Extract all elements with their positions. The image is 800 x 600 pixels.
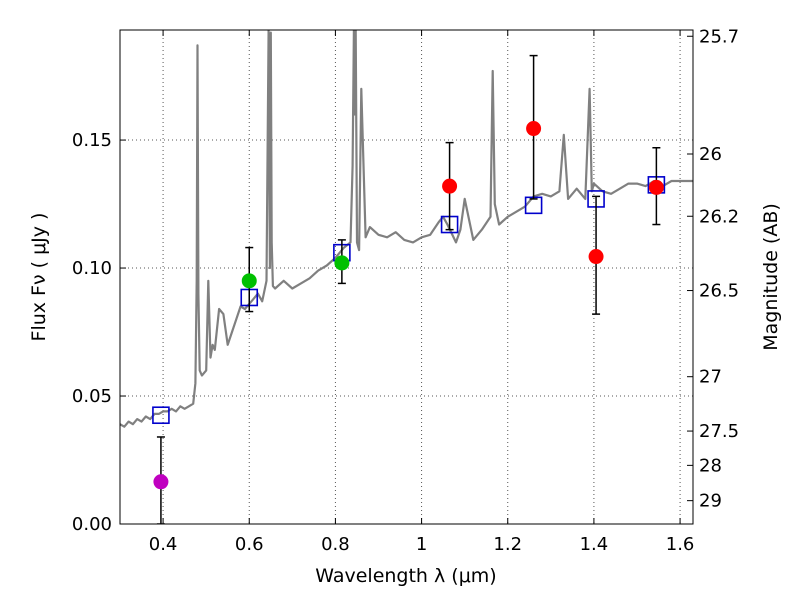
axes-frame	[119, 29, 694, 525]
observed-point	[334, 255, 350, 271]
observed-point	[526, 121, 542, 137]
spectrum-line	[120, 30, 693, 428]
x-tick-label: 1.6	[666, 534, 695, 555]
y-tick-label: 0.10	[72, 258, 112, 279]
x-axis-label: Wavelength λ (μm)	[315, 565, 496, 587]
x-tick-label: 0.8	[321, 534, 350, 555]
observed-point	[153, 474, 169, 490]
right-tick-label: 26.2	[699, 206, 739, 227]
grid	[120, 30, 693, 525]
right-tick-label: 25.7	[699, 26, 739, 47]
plot-frame	[119, 29, 694, 525]
y-axis-label: Flux Fν ( μJy )	[28, 213, 50, 342]
model-point-square	[152, 406, 170, 425]
right-tick-label: 26	[699, 144, 722, 165]
right-tick-label: 28	[699, 455, 722, 476]
model-point-square	[524, 196, 543, 215]
y-tick-label: 0.15	[72, 130, 112, 151]
ticks: 0.4 0.6 0.8 1 1.2 1.4 1.6 0.00 0.05 0.10 0.15 25.7 2…	[72, 26, 739, 555]
x-tick-label: 0.6	[235, 534, 264, 555]
right-tick-label: 27	[699, 367, 722, 388]
plot-area	[120, 30, 693, 524]
right-tick-label: 27.5	[699, 421, 739, 442]
x-tick-label: 1	[416, 534, 427, 555]
observed-point	[442, 178, 458, 194]
y-tick-label: 0.05	[72, 386, 112, 407]
x-tick-label: 0.4	[149, 534, 178, 555]
x-tick-label: 1.4	[580, 534, 609, 555]
x-tick-label: 1.2	[493, 534, 522, 555]
right-tick-label: 26.5	[699, 281, 739, 302]
observed-point	[241, 273, 257, 289]
y-tick-label: 0.00	[72, 514, 112, 535]
observed-point	[648, 179, 664, 195]
right-tick-label: 29	[699, 491, 722, 512]
observed-point	[588, 249, 604, 265]
right-axis-label: Magnitude (AB)	[760, 203, 782, 351]
